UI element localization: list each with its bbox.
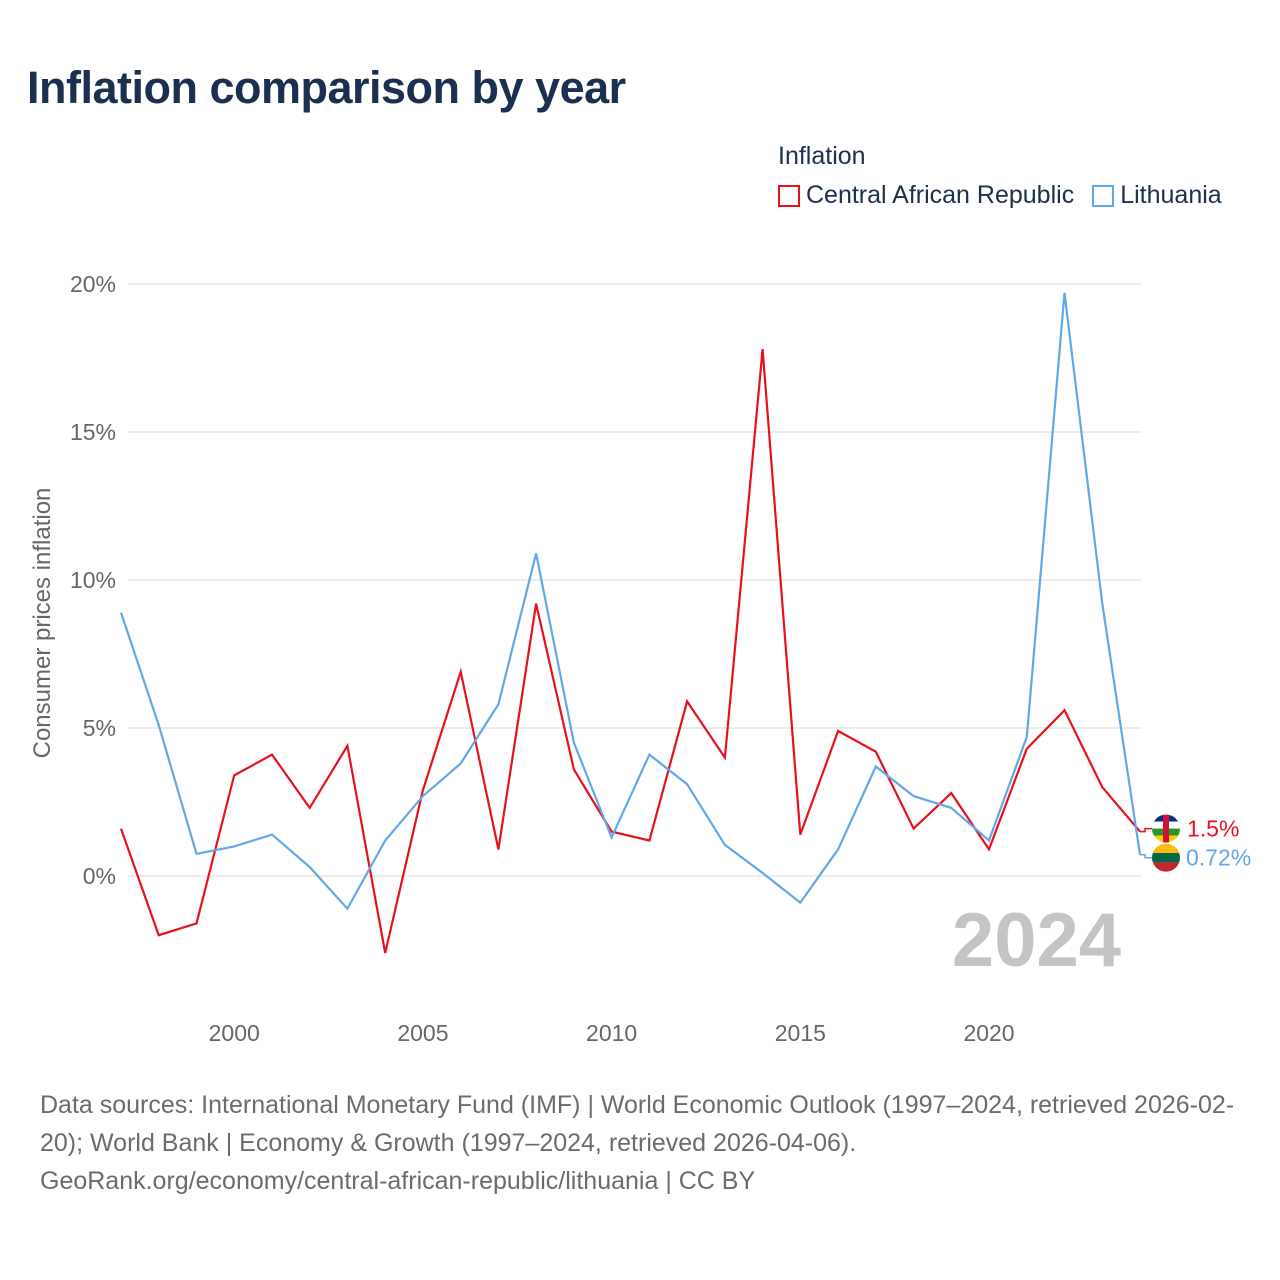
line-chart: 0% 5% 10% 15% 20% 2000 2005 2010 2015 2020 Consu…: [29, 271, 1251, 1046]
legend: Inflation Central African Republic Lithu…: [778, 142, 1222, 210]
year-watermark: 2024: [952, 898, 1121, 983]
chart-title: Inflation comparison by year: [27, 62, 626, 113]
legend-swatch-lithuania: [1092, 184, 1115, 207]
end-connector-central-african-republic: [1140, 827, 1152, 833]
x-tick-label: 2010: [586, 1020, 637, 1046]
y-tick-label: 0%: [83, 863, 116, 889]
source-note: Data sources: International Monetary Fun…: [40, 1086, 1250, 1200]
legend-title: Inflation: [778, 142, 866, 170]
source-link[interactable]: GeoRank.org/economy/central-african-repu…: [40, 1167, 756, 1195]
x-tick-label: 2015: [775, 1020, 826, 1046]
legend-item-lithuania[interactable]: Lithuania: [1092, 181, 1222, 210]
series-line-central-african-republic[interactable]: [119, 348, 1141, 954]
legend-label-central-african-republic: Central African Republic: [806, 181, 1075, 209]
x-tick-label: 2020: [963, 1020, 1014, 1046]
end-label-central-african-republic: 1.5%: [1187, 816, 1239, 842]
y-tick-label: 5%: [83, 715, 116, 741]
series-line-lithuania[interactable]: [119, 292, 1142, 911]
x-tick-label: 2005: [397, 1020, 448, 1046]
legend-swatch-central-african-republic: [778, 184, 800, 207]
end-connector-lithuania: [1140, 853, 1152, 859]
source-text: Data sources: International Monetary Fun…: [40, 1091, 1235, 1157]
end-label-lithuania: 0.72%: [1186, 845, 1251, 871]
y-tick-label: 20%: [70, 271, 116, 297]
y-tick-label: 15%: [70, 419, 116, 445]
legend-item-central-african-republic[interactable]: Central African Republic: [778, 181, 1074, 210]
y-tick-label: 10%: [70, 567, 116, 593]
legend-label-lithuania: Lithuania: [1120, 181, 1222, 209]
flag-lithuania-icon: [1152, 843, 1180, 872]
flag-central-african-republic-icon: [1152, 814, 1180, 843]
x-tick-label: 2000: [209, 1020, 260, 1046]
y-axis-label: Consumer prices inflation: [29, 488, 56, 759]
